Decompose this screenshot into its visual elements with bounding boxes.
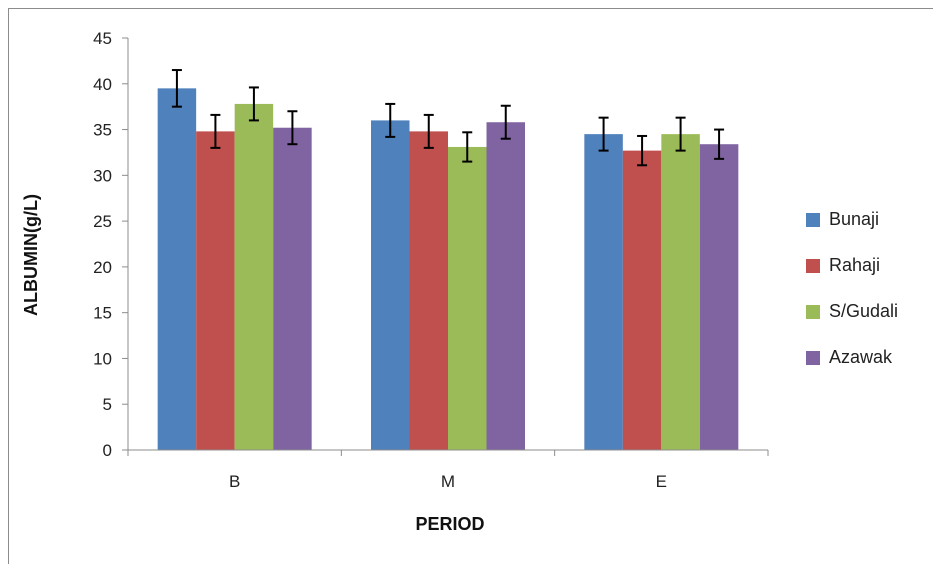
legend-label: Rahaji [829,255,880,275]
bar-bunaji-e [584,134,623,450]
bar-s-gudali-b [234,103,274,451]
axes [127,38,768,451]
legend-label: Azawak [829,347,893,367]
y-tick-label: 10 [93,349,112,368]
x-tick-label: E [656,472,667,491]
legend-label: S/Gudali [829,301,898,321]
error-bar [248,86,259,122]
error-bar [462,131,473,163]
error-bar [287,110,298,146]
bar-rahaji-e [622,150,662,450]
y-tick-label: 40 [93,75,112,94]
y-tick-label: 0 [103,441,112,460]
error-bar [637,134,648,167]
bar-azawak-b [273,127,312,451]
y-axis-ticks: 0 5 10 15 20 25 30 35 40 45 [93,29,128,460]
bar-rahaji-b [196,131,235,451]
bar-bunaji-b [157,88,197,450]
legend-label: Bunaji [829,209,879,229]
x-tick-label: B [229,472,240,491]
bar-azawak-m [486,122,525,450]
bar-bunaji-m [371,120,410,451]
y-tick-label: 15 [93,304,112,323]
error-bar [171,69,182,108]
y-tick-label: 30 [93,166,112,185]
error-bar [385,102,396,138]
error-bar [500,104,511,140]
legend-swatch [806,305,820,319]
legend: Bunaji Rahaji S/Gudali Azawak [806,209,898,367]
legend-item: Rahaji [806,255,880,275]
legend-item: Bunaji [806,209,879,229]
legend-swatch [806,213,820,227]
y-tick-label: 35 [93,121,112,140]
legend-item: S/Gudali [806,301,898,321]
error-bar [675,116,686,152]
bars [157,88,739,451]
error-bar [210,113,221,149]
bar-s-gudali-e [661,134,700,450]
error-bars [171,69,725,167]
x-axis-title: PERIOD [415,514,484,534]
error-bar [423,113,434,149]
y-tick-label: 20 [93,258,112,277]
legend-swatch [806,351,820,365]
y-tick-label: 45 [93,29,112,48]
bar-rahaji-m [409,131,448,451]
error-bar [598,116,609,152]
y-axis-title: ALBUMIN(g/L) [21,194,41,316]
y-tick-label: 25 [93,212,112,231]
legend-item: Azawak [806,347,893,367]
error-bar [714,128,725,160]
y-tick-label: 5 [103,395,112,414]
legend-swatch [806,259,820,273]
bar-s-gudali-m [448,146,487,450]
x-tick-label: M [441,472,455,491]
bar-azawak-e [699,144,739,450]
